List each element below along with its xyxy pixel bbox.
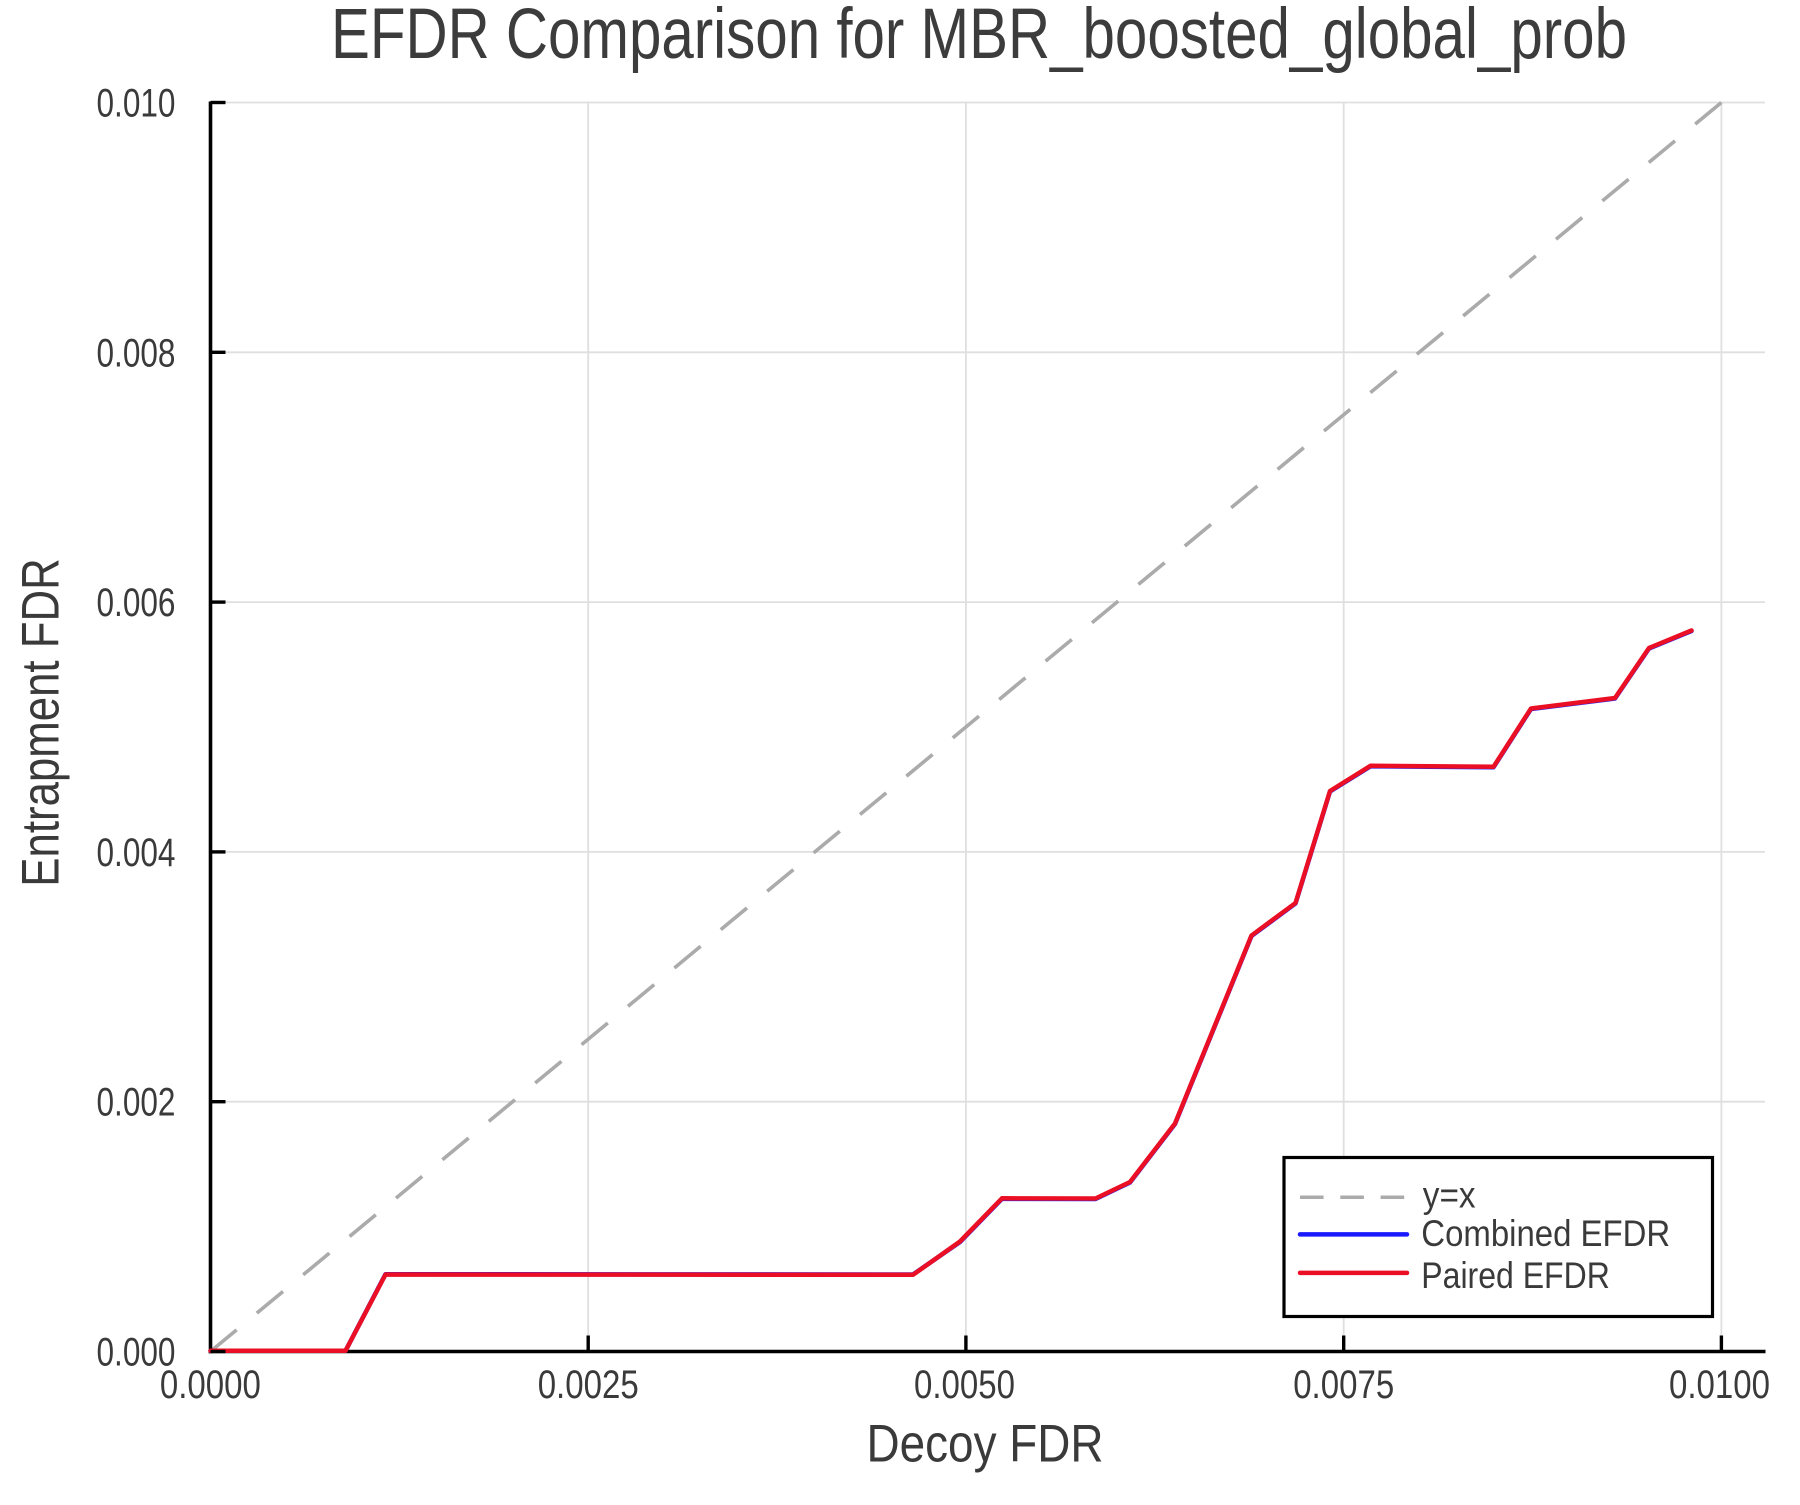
svg-text:Decoy FDR: Decoy FDR [867, 1415, 1104, 1474]
svg-text:0.010: 0.010 [97, 82, 176, 126]
svg-text:0.0025: 0.0025 [538, 1363, 639, 1407]
svg-text:0.004: 0.004 [97, 831, 176, 875]
svg-text:Combined EFDR: Combined EFDR [1421, 1213, 1670, 1254]
svg-text:0.000: 0.000 [97, 1331, 176, 1375]
svg-text:0.008: 0.008 [97, 331, 176, 375]
svg-text:y=x: y=x [1423, 1175, 1476, 1216]
svg-text:0.006: 0.006 [97, 581, 176, 625]
svg-text:EFDR Comparison for MBR_booste: EFDR Comparison for MBR_boosted_global_p… [331, 0, 1627, 74]
svg-text:Entrapment FDR: Entrapment FDR [11, 558, 70, 886]
svg-text:0.0100: 0.0100 [1669, 1363, 1770, 1407]
svg-text:0.0000: 0.0000 [160, 1363, 261, 1407]
svg-text:0.002: 0.002 [97, 1081, 176, 1125]
svg-text:0.0050: 0.0050 [914, 1363, 1015, 1407]
svg-text:Paired EFDR: Paired EFDR [1421, 1255, 1610, 1296]
svg-text:0.0075: 0.0075 [1293, 1363, 1394, 1407]
